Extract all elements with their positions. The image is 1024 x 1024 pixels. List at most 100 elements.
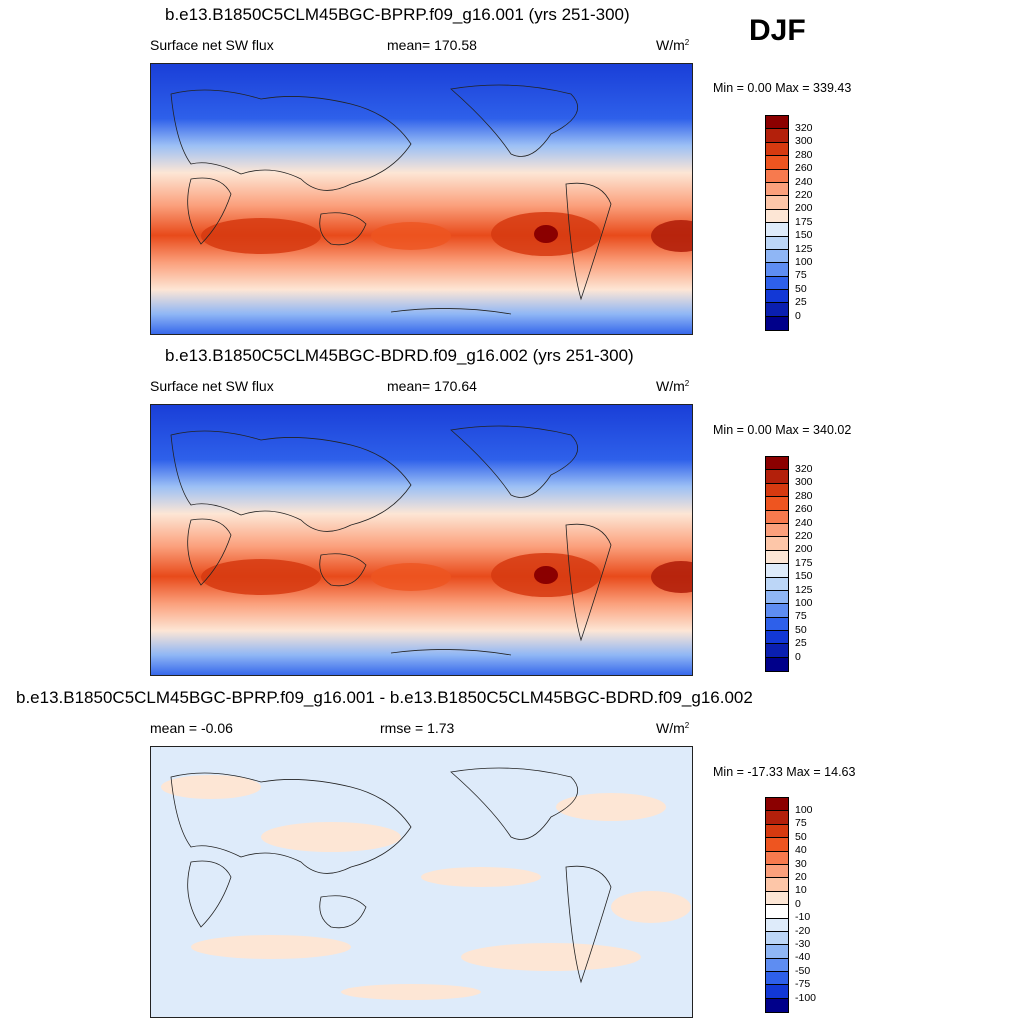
- colorbar-swatch: [766, 918, 788, 932]
- colorbar-swatch: [766, 510, 788, 524]
- colorbar-tick-label: 75: [795, 817, 807, 830]
- colorbar-tick-label: 240: [795, 175, 813, 188]
- colorbar-tick-label: 100: [795, 804, 813, 816]
- colorbar-tick-label: 200: [795, 202, 813, 215]
- colorbar-tick-label: 100: [795, 597, 813, 609]
- colorbar-swatch: [766, 497, 788, 511]
- panel1-minmax: Min = 0.00 Max = 339.43: [713, 81, 852, 95]
- colorbar-tick-label: -50: [795, 964, 811, 977]
- colorbar-swatch: [766, 209, 788, 224]
- panel3-minmax: Min = -17.33 Max = 14.63: [713, 765, 856, 779]
- colorbar-swatch: [766, 116, 788, 130]
- colorbar-swatch: [766, 564, 788, 578]
- season-label: DJF: [749, 14, 806, 47]
- panel2-map: [150, 404, 693, 676]
- panel1-units: W/m2: [656, 37, 690, 53]
- panel3-units: W/m2: [656, 720, 690, 736]
- colorbar-tick-label: 175: [795, 556, 813, 569]
- colorbar-tick-label: 50: [795, 623, 807, 636]
- colorbar-swatch: [766, 958, 788, 973]
- panel3-rmse: rmse = 1.73: [380, 720, 455, 736]
- colorbar-tick-label: 320: [795, 463, 813, 475]
- colorbar-tick-label: 50: [795, 282, 807, 295]
- colorbar-swatch: [766, 316, 788, 331]
- panel3-title: b.e13.B1850C5CLM45BGC-BPRP.f09_g16.001 -…: [16, 688, 753, 707]
- colorbar-tick-label: 0: [795, 897, 801, 910]
- colorbar-swatch: [766, 169, 788, 183]
- colorbar-swatch: [766, 196, 788, 210]
- colorbar-swatch: [766, 931, 788, 946]
- colorbar-swatch: [766, 142, 788, 157]
- panel1-variable-label: Surface net SW flux: [150, 37, 274, 53]
- panel3-map: [150, 746, 693, 1018]
- colorbar-swatch: [766, 457, 788, 471]
- colorbar-tick-label: 75: [795, 269, 807, 282]
- colorbar-swatch: [766, 644, 788, 658]
- colorbar-tick-label: -10: [795, 911, 811, 924]
- colorbar-tick-label: 260: [795, 162, 813, 175]
- colorbar-tick-label: 300: [795, 135, 813, 148]
- colorbar-tick-label: 25: [795, 637, 807, 650]
- colorbar-swatch: [766, 303, 788, 317]
- panel2-units: W/m2: [656, 378, 690, 394]
- panel1-colorbar: [765, 115, 789, 332]
- colorbar-tick-label: 280: [795, 148, 813, 161]
- panel2-variable-label: Surface net SW flux: [150, 378, 274, 394]
- colorbar-tick-label: 175: [795, 215, 813, 228]
- colorbar-swatch: [766, 523, 788, 538]
- colorbar-swatch: [766, 824, 788, 839]
- colorbar-tick-label: 75: [795, 610, 807, 623]
- colorbar-tick-label: 0: [795, 309, 801, 322]
- colorbar-swatch: [766, 590, 788, 605]
- colorbar-swatch: [766, 483, 788, 498]
- colorbar-tick-label: 240: [795, 516, 813, 529]
- colorbar-swatch: [766, 290, 788, 304]
- colorbar-swatch: [766, 891, 788, 906]
- colorbar-tick-label: 220: [795, 189, 813, 201]
- colorbar-swatch: [766, 878, 788, 892]
- colorbar-swatch: [766, 617, 788, 632]
- colorbar-swatch: [766, 604, 788, 618]
- panel2-title: b.e13.B1850C5CLM45BGC-BDRD.f09_g16.002 (…: [165, 346, 634, 365]
- panel2-mean: mean= 170.64: [387, 378, 477, 394]
- panel3-colorbar: [765, 797, 789, 1014]
- colorbar-swatch: [766, 798, 788, 812]
- colorbar-tick-label: -40: [795, 951, 811, 964]
- colorbar-swatch: [766, 657, 788, 672]
- colorbar-swatch: [766, 550, 788, 565]
- colorbar-swatch: [766, 249, 788, 264]
- colorbar-tick-label: 125: [795, 242, 813, 255]
- colorbar-tick-label: -100: [795, 991, 817, 1004]
- colorbar-swatch: [766, 838, 788, 852]
- panel1-mean: mean= 170.58: [387, 37, 477, 53]
- panel2-minmax: Min = 0.00 Max = 340.02: [713, 423, 852, 437]
- colorbar-swatch: [766, 985, 788, 999]
- colorbar-tick-label: 150: [795, 229, 813, 242]
- colorbar-swatch: [766, 851, 788, 865]
- colorbar-tick-label: 40: [795, 844, 807, 857]
- panel2-colorbar: [765, 456, 789, 673]
- colorbar-tick-label: 50: [795, 830, 807, 843]
- colorbar-tick-label: -20: [795, 924, 811, 937]
- colorbar-tick-label: 200: [795, 543, 813, 556]
- panel1-map: [150, 63, 693, 335]
- colorbar-swatch: [766, 129, 788, 143]
- colorbar-swatch: [766, 998, 788, 1013]
- colorbar-tick-label: 25: [795, 296, 807, 309]
- colorbar-tick-label: 280: [795, 489, 813, 502]
- colorbar-tick-label: 30: [795, 857, 807, 870]
- colorbar-swatch: [766, 864, 788, 879]
- colorbar-swatch: [766, 905, 788, 919]
- colorbar-tick-label: -30: [795, 938, 811, 950]
- colorbar-swatch: [766, 577, 788, 591]
- colorbar-swatch: [766, 236, 788, 250]
- colorbar-swatch: [766, 945, 788, 959]
- colorbar-tick-label: 125: [795, 583, 813, 596]
- colorbar-tick-label: -75: [795, 978, 811, 991]
- colorbar-tick-label: 10: [795, 884, 807, 897]
- colorbar-tick-label: 100: [795, 256, 813, 268]
- colorbar-tick-label: 150: [795, 570, 813, 583]
- panel1-title: b.e13.B1850C5CLM45BGC-BPRP.f09_g16.001 (…: [165, 5, 630, 24]
- colorbar-swatch: [766, 276, 788, 291]
- colorbar-swatch: [766, 537, 788, 551]
